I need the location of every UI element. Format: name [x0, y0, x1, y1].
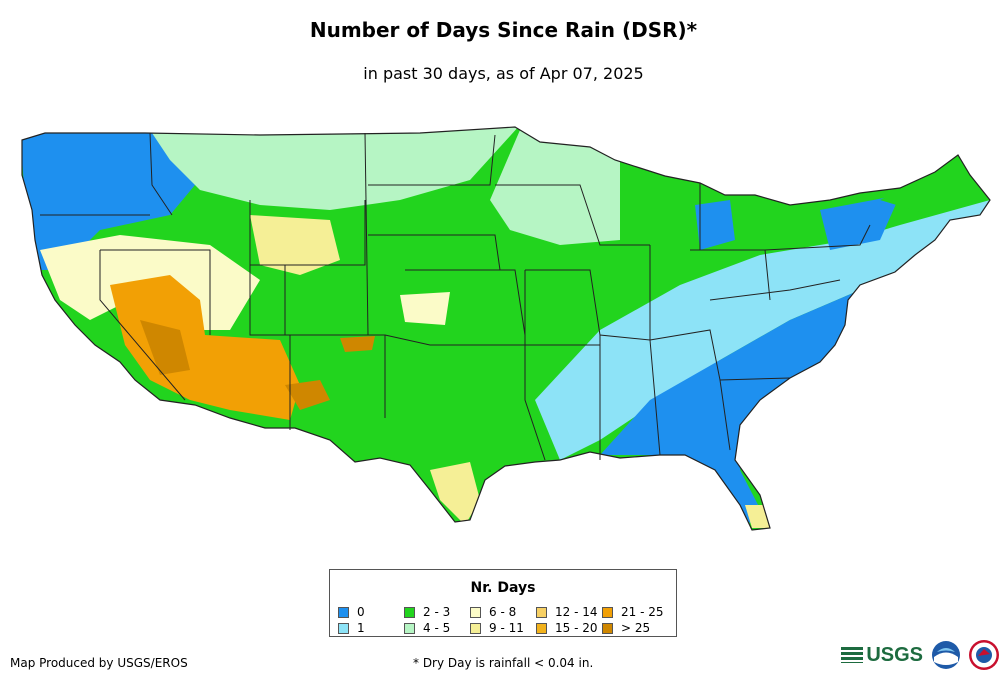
legend-items: 0 1 2 - 3 4 - 5 6 - 8 9 - 11 12 - 14 15 …: [338, 604, 668, 636]
legend-item: 1: [338, 620, 404, 636]
credit-text: Map Produced by USGS/EROS: [10, 656, 188, 670]
legend-swatch: [404, 606, 415, 618]
legend-label: 0: [357, 605, 365, 619]
legend-swatch: [536, 622, 547, 634]
legend-swatch: [404, 622, 415, 634]
legend-item: 12 - 14: [536, 604, 602, 620]
usgs-wave-icon: [841, 647, 864, 663]
legend-label: 1: [357, 621, 365, 635]
footnote-text: * Dry Day is rainfall < 0.04 in.: [413, 656, 594, 670]
map-subtitle: in past 30 days, as of Apr 07, 2025: [363, 64, 644, 83]
legend-item: 4 - 5: [404, 620, 470, 636]
legend-label: 15 - 20: [555, 621, 598, 635]
legend-item: 2 - 3: [404, 604, 470, 620]
legend-item: 6 - 8: [470, 604, 536, 620]
usgs-logo: USGS: [841, 644, 923, 667]
legend-swatch: [470, 622, 481, 634]
legend-item: 9 - 11: [470, 620, 536, 636]
noaa-seal-icon: [932, 641, 960, 669]
legend-swatch: [470, 606, 481, 618]
nws-seal-icon: [969, 640, 999, 670]
legend-label: 4 - 5: [423, 621, 451, 635]
legend-item: 21 - 25: [602, 604, 668, 620]
us-dsr-map: [21, 126, 991, 531]
legend-label: 6 - 8: [489, 605, 517, 619]
agency-logos: USGS: [841, 640, 999, 670]
legend-item: 0: [338, 604, 404, 620]
legend-item: 15 - 20: [536, 620, 602, 636]
legend-label: 2 - 3: [423, 605, 451, 619]
legend-swatch: [338, 622, 349, 634]
legend-swatch: [602, 606, 613, 618]
legend-label: 21 - 25: [621, 605, 664, 619]
legend-swatch: [602, 622, 613, 634]
legend: Nr. Days 0 1 2 - 3 4 - 5 6 - 8 9 - 11 12…: [329, 569, 677, 637]
map-title: Number of Days Since Rain (DSR)*: [309, 18, 698, 42]
legend-label: > 25: [621, 621, 651, 635]
legend-swatch: [536, 606, 547, 618]
legend-label: 12 - 14: [555, 605, 598, 619]
legend-title: Nr. Days: [470, 580, 536, 596]
usgs-wordmark: USGS: [866, 643, 923, 666]
legend-label: 9 - 11: [489, 621, 524, 635]
legend-item: > 25: [602, 620, 668, 636]
legend-swatch: [338, 606, 349, 618]
